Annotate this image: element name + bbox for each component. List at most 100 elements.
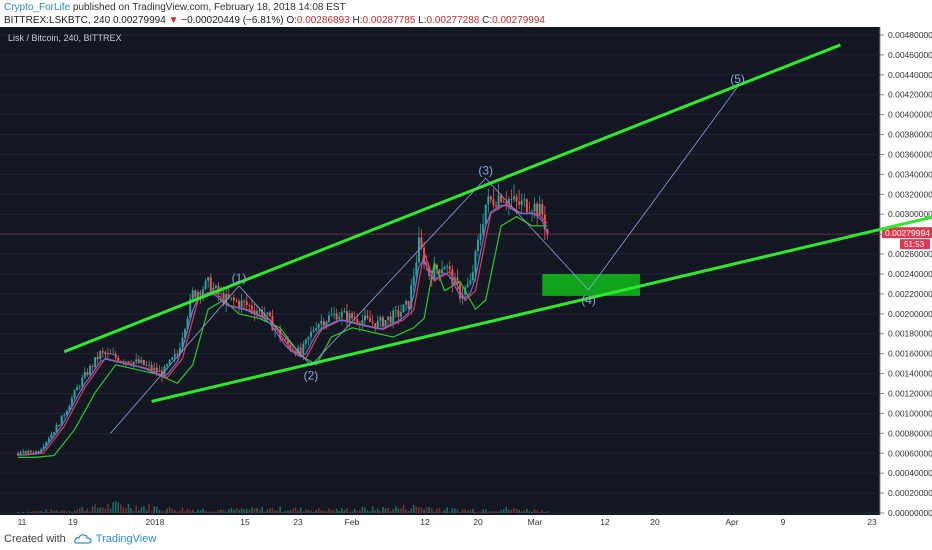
candle-body bbox=[376, 320, 379, 329]
volume-bar bbox=[230, 508, 233, 514]
candle-body bbox=[184, 329, 187, 338]
volume-bar bbox=[284, 510, 287, 514]
volume-bar bbox=[130, 508, 132, 514]
volume-bar bbox=[307, 510, 310, 514]
y-tick-label: 0.00200000 bbox=[888, 309, 932, 319]
volume-bar bbox=[541, 510, 544, 514]
volume-bar bbox=[513, 507, 515, 514]
volume-bar bbox=[63, 510, 66, 514]
volume-bar bbox=[132, 510, 135, 514]
volume-bar bbox=[520, 511, 523, 514]
candle-body bbox=[266, 312, 269, 315]
candle-body bbox=[348, 313, 351, 322]
candle-body bbox=[181, 337, 184, 348]
volume-bar bbox=[53, 510, 55, 514]
candle-body bbox=[374, 322, 377, 329]
symbol-label: BITTREX:LSKBTC, 240 bbox=[4, 15, 111, 26]
candle-body bbox=[196, 291, 199, 298]
x-tick-label: Apr bbox=[725, 517, 738, 527]
candle-body bbox=[489, 196, 492, 200]
price-chart[interactable]: 0.00480000 0.00460000 0.00440000 0.00420000… bbox=[0, 27, 932, 527]
candle-body bbox=[330, 314, 333, 316]
volume-bar bbox=[222, 509, 225, 514]
volume-bar bbox=[163, 511, 166, 514]
volume-bar bbox=[500, 510, 502, 514]
open-value: 0.00286893 bbox=[296, 15, 350, 26]
candle-body bbox=[525, 199, 528, 213]
volume-bar bbox=[199, 510, 202, 514]
author-link[interactable]: Crypto_ForLife bbox=[4, 2, 71, 13]
y-tick-label: 0.00460000 bbox=[888, 50, 932, 60]
tradingview-logo[interactable]: TradingView bbox=[73, 533, 156, 545]
created-with-label: Created with bbox=[4, 533, 66, 545]
volume-bar bbox=[533, 509, 536, 514]
candle-body bbox=[443, 267, 446, 270]
candle-body bbox=[88, 366, 91, 376]
candle-body bbox=[492, 199, 495, 206]
volume-bar bbox=[261, 507, 263, 514]
candle-body bbox=[58, 424, 61, 426]
candle-body bbox=[83, 372, 86, 378]
candle-body bbox=[420, 237, 423, 248]
volume-bar bbox=[495, 511, 497, 514]
volume-bar bbox=[420, 507, 423, 514]
volume-bar bbox=[60, 510, 63, 514]
candle-body bbox=[168, 359, 171, 365]
current-price-label: 0.00279994 bbox=[885, 228, 930, 238]
candle-body bbox=[238, 301, 241, 308]
candle-body bbox=[250, 305, 253, 311]
candle-body bbox=[541, 203, 544, 215]
y-tick-label: 0.00360000 bbox=[888, 149, 932, 159]
candles bbox=[17, 183, 549, 456]
y-tick-label: 0.00320000 bbox=[888, 189, 932, 199]
y-tick-label: 0.00000000 bbox=[888, 508, 932, 518]
candle-body bbox=[60, 415, 63, 426]
volume-bar bbox=[258, 509, 261, 514]
candle-body bbox=[369, 317, 372, 322]
volume-bar bbox=[523, 510, 526, 514]
candle-body bbox=[340, 312, 343, 318]
x-tick-label: Feb bbox=[345, 517, 360, 527]
volume-bar bbox=[227, 509, 230, 514]
volume-bar bbox=[19, 512, 22, 514]
wave-label: (3) bbox=[478, 163, 493, 177]
volume-bar bbox=[297, 510, 299, 514]
volume-bar bbox=[161, 510, 163, 514]
candle-body bbox=[189, 298, 192, 319]
volume-bar bbox=[238, 509, 240, 514]
volume-bar bbox=[40, 510, 42, 514]
candle-body bbox=[173, 353, 176, 358]
candle-body bbox=[482, 224, 485, 234]
candle-body bbox=[199, 291, 202, 296]
volume-bar bbox=[78, 508, 81, 514]
candle-body bbox=[487, 196, 490, 205]
candle-body bbox=[42, 446, 45, 450]
volume-bar bbox=[197, 509, 199, 514]
change-arrow: ▼ bbox=[168, 15, 179, 26]
candle-body bbox=[500, 195, 503, 202]
candle-body bbox=[22, 451, 25, 453]
candle-body bbox=[230, 297, 233, 299]
volume-bar bbox=[459, 511, 461, 514]
volume-bar bbox=[30, 511, 32, 514]
volume-bar bbox=[382, 506, 384, 514]
candle-body bbox=[307, 336, 310, 340]
volume-bar bbox=[387, 507, 389, 514]
volume-bar bbox=[76, 509, 78, 514]
volume-bar bbox=[99, 507, 102, 514]
volume-bar bbox=[269, 508, 271, 514]
cloud-icon bbox=[73, 534, 92, 544]
moving-average-line bbox=[17, 204, 548, 456]
candle-body bbox=[531, 211, 533, 213]
volume-bar bbox=[515, 508, 518, 514]
candle-body bbox=[415, 262, 418, 277]
candle-body bbox=[176, 353, 179, 355]
candle-body bbox=[518, 201, 521, 205]
volume-bar bbox=[17, 512, 19, 514]
volume-bar bbox=[377, 508, 379, 514]
candle-body bbox=[50, 434, 53, 439]
candle-body bbox=[497, 195, 500, 207]
volume-bar bbox=[173, 510, 176, 514]
volume-bar bbox=[225, 511, 227, 514]
candle-body bbox=[387, 316, 390, 320]
